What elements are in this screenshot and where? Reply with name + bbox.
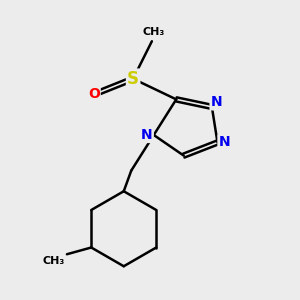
Text: N: N [141,128,153,142]
Text: CH₃: CH₃ [142,27,165,37]
Text: S: S [127,70,139,88]
Text: N: N [218,136,230,149]
Text: CH₃: CH₃ [43,256,65,266]
Text: O: O [88,87,100,101]
Text: N: N [211,95,222,110]
